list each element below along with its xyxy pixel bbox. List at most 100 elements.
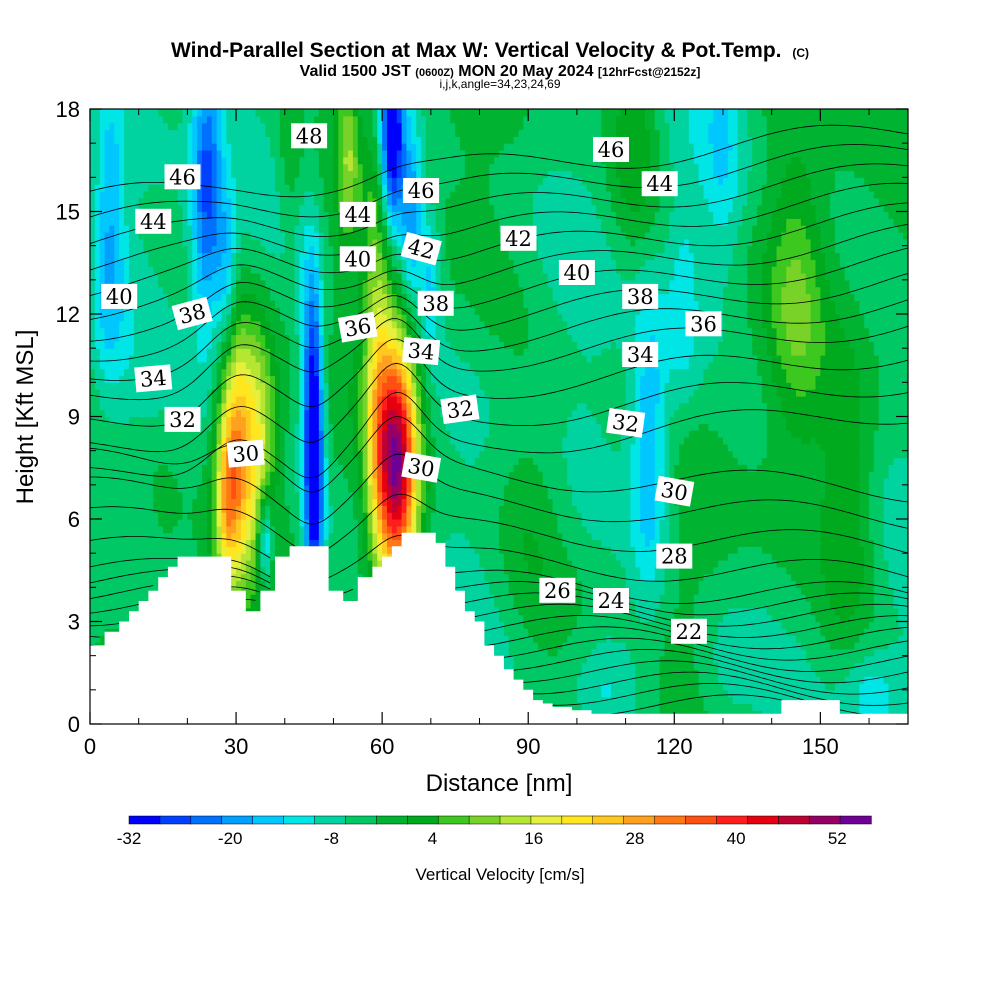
field-cell: [99, 560, 106, 568]
field-cell: [94, 423, 101, 431]
field-cell: [265, 115, 271, 124]
field-cell: [226, 423, 232, 431]
field-cell: [90, 621, 96, 629]
field-cell: [197, 129, 203, 137]
field-cell: [284, 389, 291, 397]
field-cell: [348, 423, 354, 431]
field-cell: [201, 334, 208, 342]
field-cell: [211, 491, 218, 500]
field-cell: [260, 573, 266, 582]
field-cell: [94, 525, 101, 534]
field-cell: [172, 327, 179, 336]
field-cell: [309, 238, 315, 247]
field-cell: [275, 443, 281, 452]
field-cell: [289, 519, 296, 527]
field-cell: [206, 238, 213, 247]
field-cell: [304, 348, 310, 356]
field-cell: [187, 450, 193, 459]
field-cell: [90, 320, 96, 329]
field-cell: [352, 232, 359, 240]
field-cell: [284, 416, 291, 424]
field-cell: [99, 532, 106, 541]
field-cell: [221, 402, 227, 411]
field-cell: [192, 512, 198, 520]
field-cell: [348, 464, 354, 472]
field-cell: [304, 450, 310, 459]
field-cell: [299, 170, 305, 178]
field-cell: [211, 273, 218, 281]
field-cell: [294, 409, 300, 418]
field-cell: [343, 293, 349, 301]
field-cell: [284, 184, 291, 192]
field-cell: [333, 184, 339, 192]
field-cell: [197, 259, 203, 267]
field-cell: [114, 491, 120, 500]
field-cell: [197, 491, 203, 500]
field-cell: [255, 334, 262, 342]
field-cell: [328, 525, 335, 534]
field-cell: [245, 334, 252, 342]
field-cell: [138, 348, 145, 356]
field-cell: [128, 361, 135, 370]
field-cell: [158, 177, 164, 185]
field-cell: [133, 334, 140, 342]
field-cell: [333, 560, 339, 568]
field-cell: [158, 464, 164, 472]
field-cell: [352, 177, 359, 185]
field-cell: [99, 416, 106, 424]
field-cell: [201, 430, 208, 438]
field-cell: [299, 156, 305, 165]
field-cell: [299, 375, 305, 383]
field-cell: [182, 129, 188, 137]
field-cell: [163, 355, 169, 363]
field-cell: [192, 361, 198, 370]
field-cell: [104, 218, 111, 226]
field-cell: [114, 409, 120, 418]
field-cell: [250, 273, 257, 281]
field-cell: [343, 115, 349, 124]
field-cell: [289, 156, 296, 165]
field-cell: [250, 566, 257, 575]
field-cell: [138, 525, 145, 534]
field-cell: [153, 416, 159, 424]
field-cell: [167, 512, 174, 520]
field-cell: [201, 532, 208, 541]
field-cell: [343, 279, 349, 288]
field-cell: [221, 259, 227, 267]
field-cell: [153, 396, 159, 404]
field-cell: [226, 484, 232, 493]
field-cell: [177, 115, 184, 124]
field-cell: [333, 293, 339, 301]
field-cell: [221, 375, 227, 383]
field-cell: [318, 375, 325, 383]
field-cell: [211, 512, 218, 520]
field-cell: [240, 382, 247, 390]
field-cell: [94, 519, 101, 527]
field-cell: [109, 450, 115, 459]
field-cell: [153, 389, 159, 397]
field-cell: [250, 334, 257, 342]
field-cell: [104, 184, 111, 192]
field-cell: [245, 396, 252, 404]
field-cell: [352, 389, 359, 397]
field-cell: [153, 197, 159, 206]
field-cell: [119, 334, 125, 342]
field-cell: [90, 259, 96, 267]
field-cell: [158, 197, 164, 206]
chart-subtitle-2: i,j,k,angle=34,23,24,69: [439, 77, 560, 91]
field-cell: [201, 177, 208, 185]
field-cell: [216, 156, 223, 165]
field-cell: [289, 320, 296, 329]
field-cell: [167, 143, 174, 151]
field-cell: [265, 109, 271, 117]
field-cell: [255, 143, 262, 151]
field-cell: [343, 341, 349, 349]
field-cell: [172, 491, 179, 500]
field-cell: [182, 348, 188, 356]
field-cell: [167, 238, 174, 247]
field-cell: [226, 314, 232, 322]
field-cell: [250, 184, 257, 192]
field-cell: [245, 129, 252, 137]
field-cell: [289, 416, 296, 424]
field-cell: [143, 546, 150, 554]
